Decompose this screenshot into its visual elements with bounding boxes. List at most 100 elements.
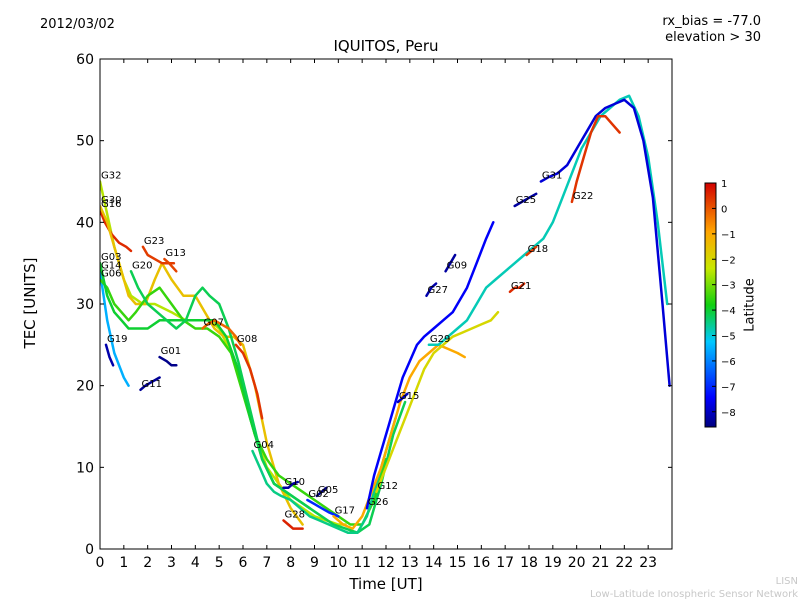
series-label-g07: G07 <box>203 318 223 329</box>
colorbar-tick-label: 1 <box>721 179 727 190</box>
colorbar-tick-label: −8 <box>721 408 736 419</box>
y-tick-label: 20 <box>76 379 94 395</box>
series-label-g01: G01 <box>161 346 181 357</box>
series-label-g31: G31 <box>542 171 562 182</box>
series-line-g04 <box>251 417 397 534</box>
series-line-g02 <box>306 498 340 518</box>
x-tick-label: 4 <box>191 555 200 571</box>
x-tick-label: 2 <box>143 555 152 571</box>
footer-lisn: LISN <box>775 576 798 587</box>
x-tick-label: 13 <box>401 555 419 571</box>
y-tick-label: 30 <box>76 297 94 313</box>
x-tick-label: 6 <box>239 555 248 571</box>
series-label-g03: G03 <box>101 252 121 263</box>
y-tick-label: 0 <box>85 542 94 558</box>
series-line-g10 <box>282 480 300 490</box>
series-label-g13: G13 <box>165 248 185 259</box>
chart-title: IQUITOS, Peru <box>333 37 439 55</box>
series-line-g19 <box>104 343 115 367</box>
x-tick-label: 1 <box>119 555 128 571</box>
series-label-g04: G04 <box>254 440 274 451</box>
series-line-g05 <box>315 486 328 498</box>
x-tick-label: 14 <box>425 555 443 571</box>
series-line-g21 <box>508 282 526 294</box>
series-line-g20 <box>129 270 407 534</box>
series-line-g27 <box>425 282 438 298</box>
colorbar-tick-label: −2 <box>721 255 736 266</box>
series-label-g16: G16 <box>101 199 121 210</box>
colorbar-tick-label: −1 <box>721 230 736 241</box>
series-line-g09 <box>444 253 457 273</box>
series-label-g20: G20 <box>132 260 152 271</box>
y-tick-label: 10 <box>76 460 94 476</box>
x-tick-label: 20 <box>568 555 586 571</box>
x-tick-label: 23 <box>639 555 657 571</box>
series-line-g32 <box>100 180 347 526</box>
footer-network: Low-Latitude Ionospheric Sensor Network <box>590 589 798 600</box>
series-label-g11: G11 <box>142 379 162 390</box>
x-tick-label: 22 <box>615 555 633 571</box>
series-label-g08: G08 <box>237 334 257 345</box>
series-label-g30: G30 <box>101 195 121 206</box>
series-label-g02: G02 <box>308 489 328 500</box>
series-label-g19: G19 <box>107 334 127 345</box>
series-line-g28 <box>282 519 304 530</box>
x-tick-label: 0 <box>96 555 105 571</box>
x-tick-label: 15 <box>449 555 467 571</box>
series-label-g09: G09 <box>447 260 467 271</box>
x-tick-label: 5 <box>215 555 224 571</box>
series-label-g05: G05 <box>318 485 338 496</box>
y-tick-label: 50 <box>76 134 94 150</box>
x-tick-label: 18 <box>520 555 538 571</box>
x-tick-label: 19 <box>544 555 562 571</box>
series-line-g17 <box>332 343 466 530</box>
series-line-g01 <box>158 355 178 367</box>
series-label-g18: G18 <box>528 244 548 255</box>
x-axis-label: Time [UT] <box>349 575 423 593</box>
colorbar-ticks: 1 0 −1 −2 −3 −4 −5 −6 −7 −8 <box>712 179 736 419</box>
elevation-label: elevation > 30 <box>665 30 761 45</box>
series-layer <box>100 94 671 534</box>
series-label-g10: G10 <box>285 477 305 488</box>
colorbar-tick-label: −3 <box>721 281 736 292</box>
series-line-g13 <box>163 257 178 273</box>
x-tick-label: 3 <box>167 555 176 571</box>
x-tick-label: 9 <box>310 555 319 571</box>
series-label-g22: G22 <box>573 191 593 202</box>
series-label-g25: G25 <box>516 195 536 206</box>
colorbar-tick-label: −5 <box>721 332 736 343</box>
series-label-g17: G17 <box>335 505 355 516</box>
series-line-g12 <box>375 310 500 494</box>
series-label-g12: G12 <box>377 481 397 492</box>
series-line-g26 <box>365 221 495 510</box>
x-tick-label: 10 <box>329 555 347 571</box>
series-line-g25 <box>513 192 538 208</box>
colorbar-tick-label: −6 <box>721 357 736 368</box>
x-tick-label: 16 <box>472 555 490 571</box>
x-tick-label: 21 <box>592 555 610 571</box>
series-line-g06 <box>100 278 388 526</box>
x-tick-label: 11 <box>353 555 371 571</box>
series-line-g18 <box>525 245 538 257</box>
x-tick-label: 8 <box>286 555 295 571</box>
series-line-g31 <box>539 98 671 387</box>
series-line-g29 <box>427 94 669 347</box>
series-label-g28: G28 <box>285 509 305 520</box>
series-line-g11 <box>139 376 161 392</box>
series-line-g07 <box>201 319 242 347</box>
series-label-g06: G06 <box>101 269 121 280</box>
colorbar-tick-label: 0 <box>721 204 727 215</box>
date-label: 2012/03/02 <box>40 17 115 32</box>
colorbar-tick-label: −7 <box>721 382 736 393</box>
series-line-g14 <box>100 270 130 387</box>
series-label-g15: G15 <box>399 391 419 402</box>
series-label-g26: G26 <box>368 497 388 508</box>
x-tick-label: 12 <box>377 555 395 571</box>
colorbar <box>704 182 717 428</box>
axis-ticks: 0 1 2 3 4 5 6 7 8 9 10 11 12 13 14 15 16 17 18 19 20 21 22 2301… <box>76 52 672 571</box>
y-tick-label: 40 <box>76 215 94 231</box>
x-tick-label: 17 <box>496 555 514 571</box>
rx-bias-label: rx_bias = -77.0 <box>662 14 761 29</box>
series-label-g29: G29 <box>430 334 450 345</box>
